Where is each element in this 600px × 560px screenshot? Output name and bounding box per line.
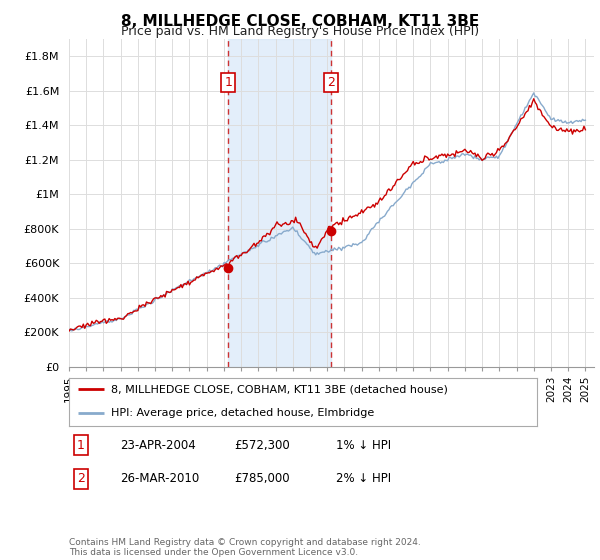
Text: 1: 1 bbox=[77, 438, 85, 452]
Text: 2% ↓ HPI: 2% ↓ HPI bbox=[336, 472, 391, 486]
Text: 8, MILLHEDGE CLOSE, COBHAM, KT11 3BE: 8, MILLHEDGE CLOSE, COBHAM, KT11 3BE bbox=[121, 14, 479, 29]
Text: £572,300: £572,300 bbox=[234, 438, 290, 452]
Text: 26-MAR-2010: 26-MAR-2010 bbox=[120, 472, 199, 486]
Text: 2: 2 bbox=[77, 472, 85, 486]
Text: Contains HM Land Registry data © Crown copyright and database right 2024.
This d: Contains HM Land Registry data © Crown c… bbox=[69, 538, 421, 557]
Bar bbox=[228, 39, 331, 367]
Text: 2: 2 bbox=[327, 76, 335, 89]
Text: 23-APR-2004: 23-APR-2004 bbox=[120, 438, 196, 452]
Text: 1% ↓ HPI: 1% ↓ HPI bbox=[336, 438, 391, 452]
Text: 8, MILLHEDGE CLOSE, COBHAM, KT11 3BE (detached house): 8, MILLHEDGE CLOSE, COBHAM, KT11 3BE (de… bbox=[111, 384, 448, 394]
Text: 1: 1 bbox=[224, 76, 232, 89]
Text: Price paid vs. HM Land Registry's House Price Index (HPI): Price paid vs. HM Land Registry's House … bbox=[121, 25, 479, 38]
Text: £785,000: £785,000 bbox=[234, 472, 290, 486]
Text: HPI: Average price, detached house, Elmbridge: HPI: Average price, detached house, Elmb… bbox=[111, 408, 374, 418]
